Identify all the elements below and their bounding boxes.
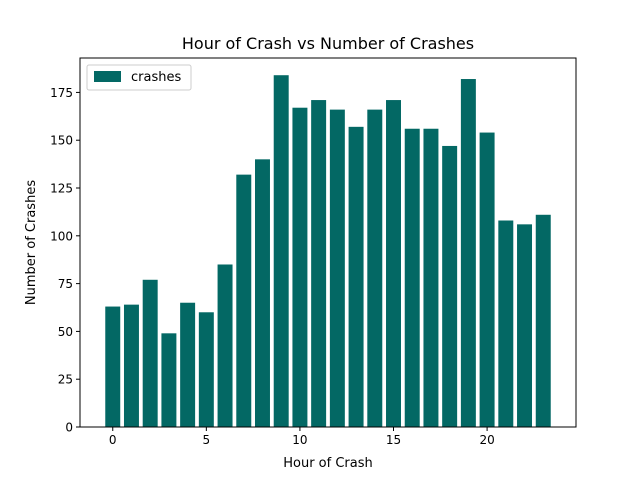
bar-hour-5 [198,312,214,427]
y-axis-ticks: 0 25 50 75 100 125 150 175 [50,86,80,435]
bar-hour-1 [123,304,139,427]
y-tick-label-0: 0 [65,421,73,435]
bar-hour-4 [180,302,196,427]
bar-hour-15 [386,100,401,427]
x-tick-label-5: 5 [203,433,211,447]
bar-hour-10 [292,107,308,428]
x-tick-label-0: 0 [109,433,117,447]
bar-hour-19 [460,79,476,427]
bar-hour-20 [479,132,495,427]
bar-hour-12 [329,109,345,428]
bar-hour-6 [217,264,233,427]
x-tick-label-15: 15 [386,433,401,447]
chart-title: Hour of Crash vs Number of Crashes [182,34,474,53]
plot-frame [79,57,577,428]
bar-hour-14 [367,109,383,428]
legend-swatch [94,71,121,82]
bar-hour-2 [142,279,158,427]
y-tick-label-175: 175 [50,86,73,100]
bar-hour-21 [498,220,514,427]
bars-group [105,75,551,428]
bar-hour-16 [404,128,420,428]
legend-label: crashes [131,70,181,85]
x-tick-label-20: 20 [479,433,494,447]
x-axis-label: Hour of Crash [283,456,373,471]
bar-hour-3 [161,333,177,427]
bar-hour-17 [423,128,439,428]
bar-hour-8 [255,159,270,427]
y-tick-label-25: 25 [58,373,73,387]
y-tick-label-75: 75 [58,277,73,291]
x-tick-label-10: 10 [292,433,307,447]
bar-hour-22 [517,224,533,427]
y-axis-label: Number of Crashes [24,180,39,305]
bar-hour-13 [348,126,364,427]
y-tick-label-50: 50 [58,325,73,339]
y-tick-label-150: 150 [50,134,73,148]
bar-hour-0 [105,306,121,427]
bar-hour-11 [311,100,327,427]
y-tick-label-100: 100 [50,229,73,243]
bar-hour-23 [535,214,551,427]
y-tick-label-125: 125 [50,182,73,196]
bar-hour-9 [273,75,289,428]
legend: crashes [86,64,192,91]
x-axis-ticks: 0 5 10 15 20 [109,427,495,447]
bar-hour-18 [442,145,458,427]
bar-hour-7 [236,174,252,427]
